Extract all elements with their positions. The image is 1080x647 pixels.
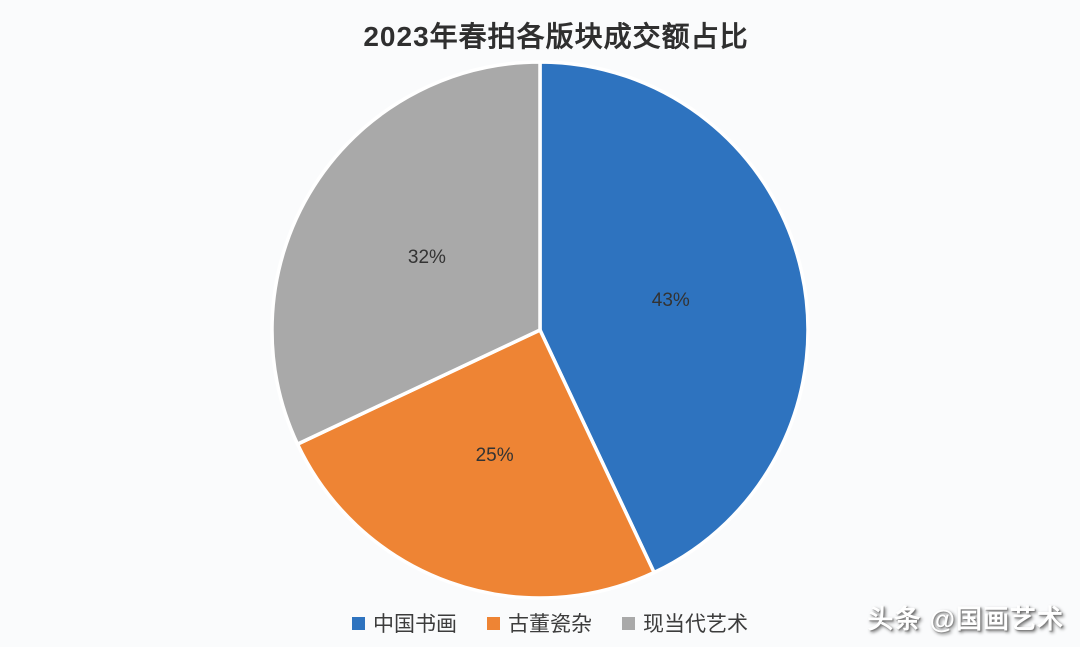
legend-swatch-icon bbox=[352, 616, 365, 630]
pie-slices-group bbox=[270, 60, 810, 600]
pie-slice-现当代艺术 bbox=[270, 60, 542, 446]
legend-item-中国书画: 中国书画 bbox=[352, 608, 457, 638]
pie-data-label-现当代艺术: 32% bbox=[408, 247, 446, 268]
pie-slice-古董瓷杂 bbox=[295, 328, 656, 600]
pie-labels-group: 43% 25% 32% bbox=[408, 247, 690, 466]
chart-title: 2023年春拍各版块成交额占比 bbox=[363, 21, 749, 52]
legend-swatch-icon bbox=[487, 616, 500, 630]
pie-slice-中国书画 bbox=[538, 60, 810, 575]
legend-swatch-icon bbox=[622, 616, 635, 630]
legend-item-现当代艺术: 现当代艺术 bbox=[622, 608, 748, 638]
legend-label: 中国书画 bbox=[373, 613, 457, 636]
watermark: 头条 @国画艺术 bbox=[867, 604, 1064, 634]
legend-label: 现当代艺术 bbox=[643, 613, 748, 636]
pie-data-label-中国书画: 43% bbox=[652, 290, 690, 311]
legend-label: 古董瓷杂 bbox=[508, 613, 592, 636]
legend-item-古董瓷杂: 古董瓷杂 bbox=[487, 608, 592, 638]
legend: 中国书画 古董瓷杂 现当代艺术 bbox=[352, 608, 748, 638]
pie-data-label-古董瓷杂: 25% bbox=[476, 445, 514, 466]
